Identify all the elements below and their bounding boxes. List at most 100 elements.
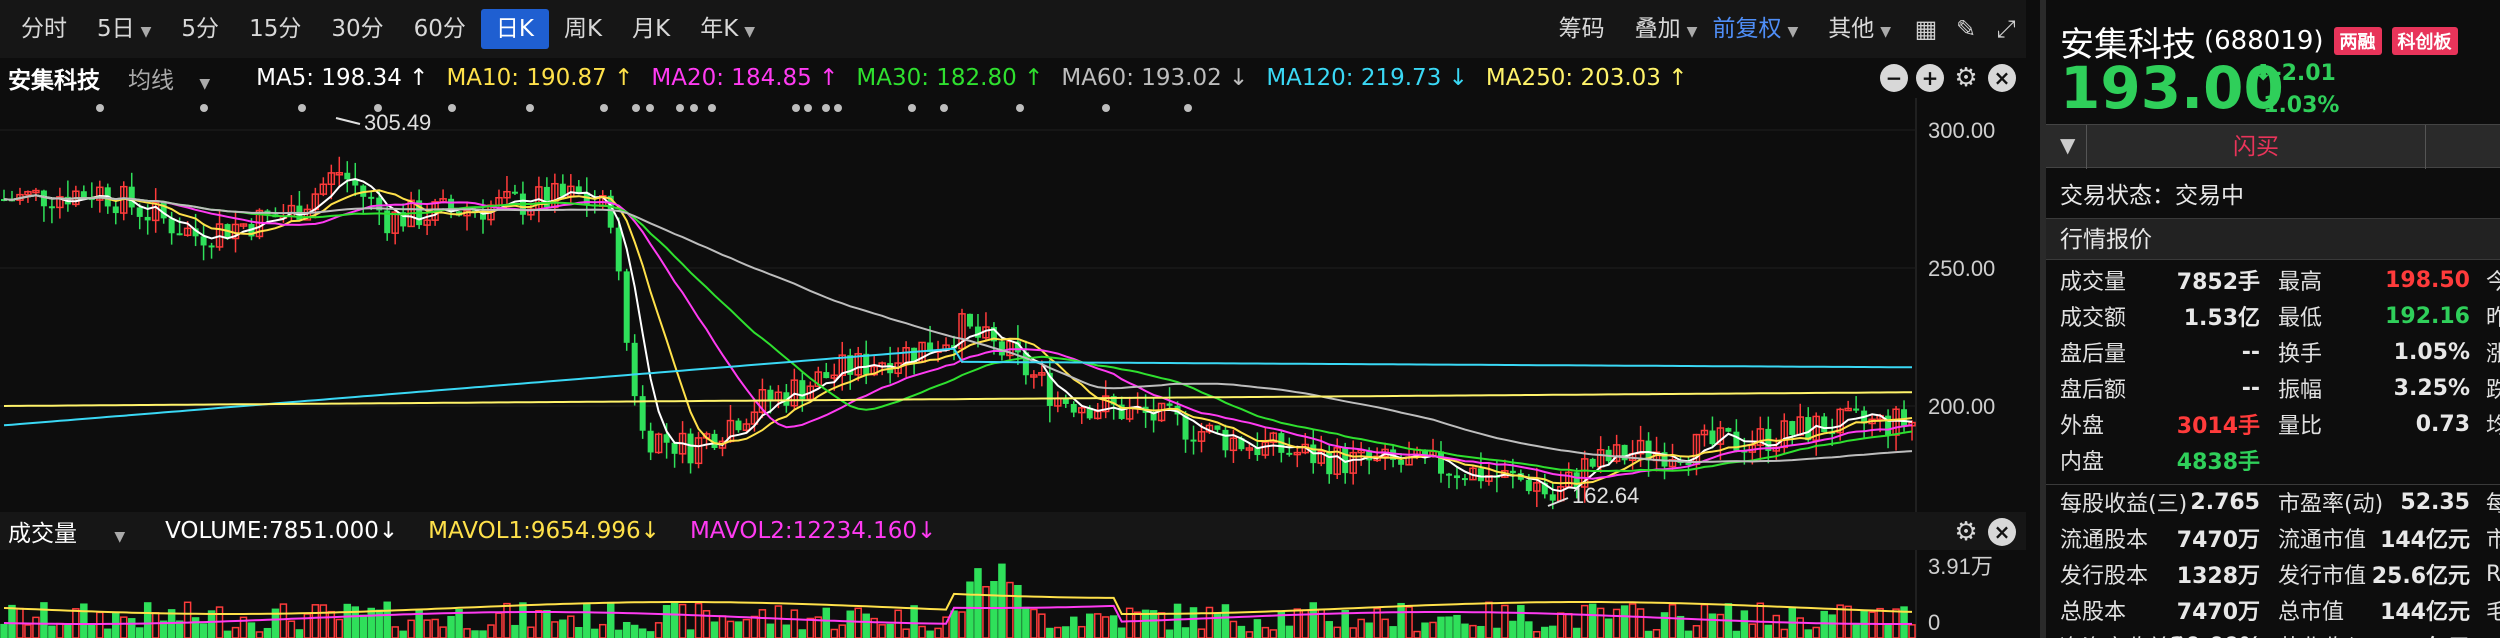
candle-body [1197, 431, 1206, 442]
other-dropdown[interactable]: 其他 ▼ [1813, 9, 1906, 49]
volume-bar [1038, 613, 1046, 638]
chouma-button[interactable]: 筹码 [1558, 16, 1605, 42]
volume-bar [127, 618, 136, 638]
candle-body [1709, 430, 1716, 445]
period-tab[interactable]: 分时 [6, 9, 82, 49]
volume-bar [112, 611, 120, 638]
event-dot[interactable] [690, 104, 698, 112]
event-dot[interactable] [676, 104, 684, 112]
quote-value: 0.73 [2415, 411, 2470, 437]
candle-body [128, 186, 135, 208]
ma-legend: 安集科技 均线 ▼ MA5: 198.34 ↑ MA10: 190.87 ↑ M… [0, 58, 2026, 98]
candle-body [183, 227, 192, 236]
period-tab-label: 年K [700, 16, 739, 42]
volume-bar [104, 628, 112, 638]
period-tab[interactable]: 月K [617, 9, 685, 49]
fullscreen-icon[interactable]: ⤢ [1996, 15, 2016, 43]
volume-bar [966, 581, 974, 638]
volume-bar [606, 601, 615, 638]
close-icon[interactable]: × [1988, 64, 2016, 92]
candle-body [990, 327, 997, 342]
period-tab[interactable]: 30分 [316, 9, 398, 49]
zoom-in-icon[interactable]: + [1916, 64, 1944, 92]
period-tab[interactable]: 年K ▼ [685, 9, 770, 49]
period-tab[interactable]: 15分 [234, 9, 316, 49]
volume-bar [1197, 628, 1206, 638]
candle-body [639, 396, 646, 431]
volume-bar [183, 601, 192, 638]
flash-buy-button[interactable]: 闪买 [2086, 125, 2426, 169]
candle-body [400, 212, 407, 227]
line-mode-dropdown[interactable]: 均线 ▼ [128, 61, 228, 95]
event-dot[interactable] [908, 104, 916, 112]
event-dot[interactable] [632, 104, 640, 112]
gear-icon[interactable]: ⚙ [1954, 63, 1978, 93]
event-dot[interactable] [834, 104, 842, 112]
volume-bar [1070, 616, 1078, 638]
event-dot[interactable] [708, 104, 716, 112]
candle-body [1821, 416, 1828, 433]
margin-tag: 两融 [2333, 27, 2382, 55]
volume-bar [1844, 605, 1852, 638]
event-dot[interactable] [792, 104, 800, 112]
candle-body [1636, 439, 1645, 455]
event-dot[interactable] [374, 104, 382, 112]
event-dot[interactable] [200, 104, 208, 112]
candle-body [687, 433, 694, 464]
candle-body [1725, 428, 1732, 432]
volume-dropdown[interactable]: 成交量 ▼ [8, 514, 155, 548]
quote-label-truncated: 昨 [2486, 306, 2500, 331]
period-tab[interactable]: 60分 [399, 9, 481, 49]
volume-bar [503, 602, 511, 638]
volume-bar [1325, 621, 1333, 638]
layout-icon[interactable]: ▦ [1914, 15, 1938, 43]
quote-label: 总市值 [2278, 600, 2345, 625]
event-dot[interactable] [1184, 104, 1192, 112]
period-tab[interactable]: 日K [480, 9, 549, 49]
candle-body [239, 223, 248, 227]
overlay-dropdown[interactable]: 叠加 ▼ [1620, 9, 1713, 49]
candle-body [192, 228, 199, 237]
event-dot[interactable] [600, 104, 608, 112]
quote-label: 发行股本 [2060, 564, 2149, 589]
quote-row: 内盘 4838手 [2060, 442, 2500, 478]
quote-value: -- [2241, 339, 2260, 365]
event-dot[interactable] [940, 104, 948, 112]
quote-row: 每股收益(三) 2.765 市盈率(动) 52.35 每 [2060, 484, 2500, 520]
volume-bar [1085, 613, 1094, 638]
event-dot[interactable] [804, 104, 812, 112]
candle-body [80, 191, 87, 198]
section-title: 行情报价 [2046, 218, 2500, 260]
event-dot[interactable] [526, 104, 534, 112]
draw-icon[interactable]: ✎ [1955, 15, 1977, 43]
period-tab[interactable]: 周K [549, 9, 617, 49]
gear-icon[interactable]: ⚙ [1954, 517, 1978, 547]
adjust-dropdown[interactable]: 前复权 ▼ [1712, 9, 1813, 49]
period-tab[interactable]: 5分 [166, 9, 234, 49]
candle-body [24, 190, 32, 196]
volume-bar [710, 621, 719, 638]
candle-body [168, 218, 175, 234]
kline-chart[interactable]: 300.00 250.00 200.00 305.49 162.64 3.91万… [0, 98, 2026, 638]
volume-controls: ⚙ × [1952, 512, 2016, 552]
zoom-out-icon[interactable]: − [1880, 64, 1908, 92]
quote-grid-1: 成交量 7852手 最高 198.50 今成交额 1.53亿 最低 192.16 昨盘后量 -- 换… [2060, 262, 2500, 478]
period-tab[interactable]: 5日 ▼ [82, 9, 166, 49]
volume-bar [702, 610, 711, 638]
event-dot[interactable] [1016, 104, 1024, 112]
candle-body [1046, 372, 1053, 406]
event-dot[interactable] [646, 104, 654, 112]
ma120-label: MA120: 219.73 ↓ [1266, 65, 1468, 91]
event-dot[interactable] [1102, 104, 1110, 112]
event-dot[interactable] [96, 104, 104, 112]
collapse-icon[interactable]: ▼ [2060, 133, 2076, 157]
volume-bar [279, 603, 288, 638]
close-icon[interactable]: × [1988, 518, 2016, 546]
volume-bar [1389, 626, 1397, 638]
candle-body [823, 372, 830, 379]
candle-body [1326, 451, 1333, 475]
event-dot[interactable] [822, 104, 830, 112]
event-dot[interactable] [448, 104, 456, 112]
event-dot[interactable] [298, 104, 306, 112]
candle-body [1398, 459, 1405, 465]
